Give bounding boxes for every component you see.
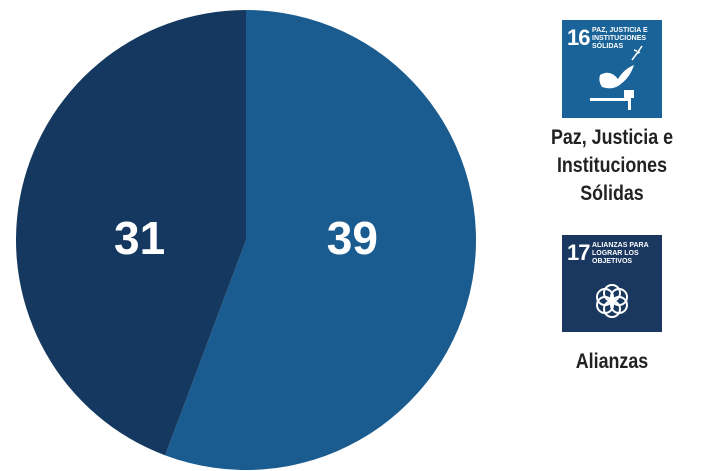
icon-number: 16 (567, 25, 591, 50)
icon-text: PAZ, JUSTICIA E INSTITUCIONES SÓLIDAS (592, 27, 648, 50)
legend-label: Paz, Justicia e Instituciones Sólidas (550, 126, 674, 205)
icon-number: 17 (567, 240, 591, 265)
legend-label: Alianzas (575, 350, 649, 373)
icon-text: ALIANZAS PARA LOGRAR LOS OBJETIVOS (592, 242, 649, 265)
pie-slice (165, 10, 477, 470)
dove-icon (590, 45, 643, 110)
slice-label: 31 (114, 212, 165, 264)
sdg-icon: 17 ALIANZAS PARA LOGRAR LOS OBJETIVOS (562, 235, 662, 332)
pie-slice (16, 10, 247, 456)
flower-icon (596, 284, 628, 318)
sdg-icon: 16 PAZ, JUSTICIA E INSTITUCIONES SÓLIDAS (562, 20, 662, 118)
slice-label: 39 (327, 212, 378, 264)
